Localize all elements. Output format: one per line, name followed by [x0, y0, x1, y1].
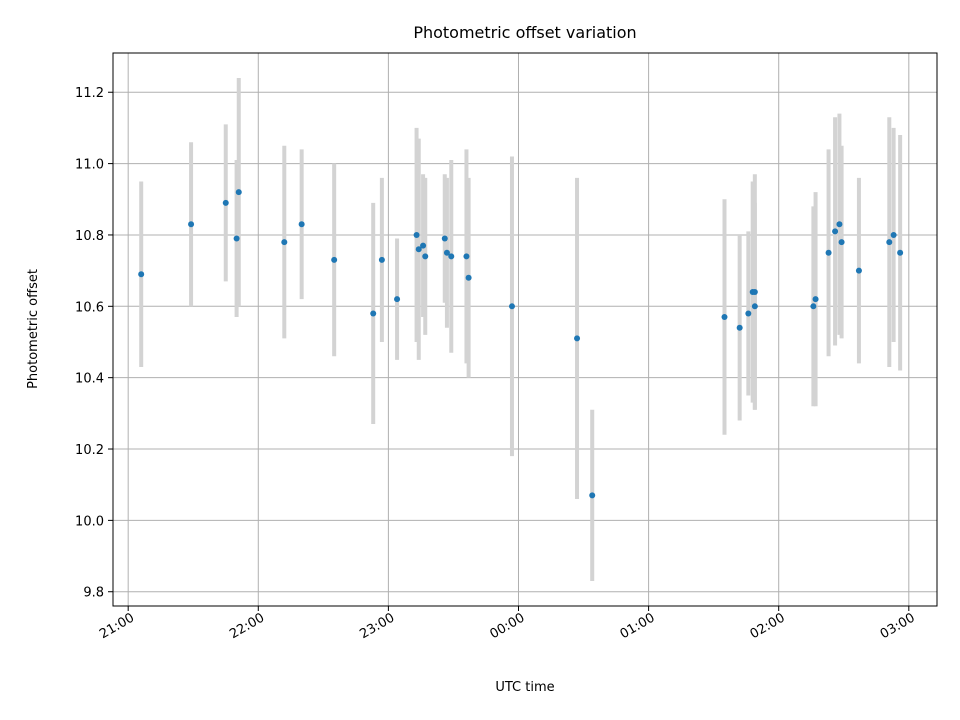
- x-axis: 21:00 22:00 23:00 00:00 01:00 02:00 03:00: [97, 606, 918, 642]
- data-point: [745, 310, 752, 317]
- x-tick-label: 21:00: [97, 610, 137, 642]
- data-point: [413, 231, 420, 238]
- data-points: [138, 189, 904, 499]
- data-point: [222, 199, 229, 206]
- data-point: [836, 221, 843, 228]
- data-point: [378, 256, 385, 263]
- data-point: [441, 235, 448, 242]
- x-axis-label: UTC time: [495, 680, 554, 695]
- data-point: [751, 289, 758, 296]
- x-tick-label: 22:00: [227, 610, 267, 642]
- data-point: [394, 296, 401, 303]
- data-point: [465, 274, 472, 281]
- plot-frame: [112, 52, 938, 607]
- data-point: [463, 253, 470, 260]
- data-point: [443, 249, 450, 256]
- data-point: [415, 246, 422, 253]
- data-point: [331, 256, 338, 263]
- data-point: [855, 267, 862, 274]
- y-tick-label: 10.4: [75, 372, 104, 387]
- data-point: [736, 324, 743, 331]
- error-bars: [139, 77, 903, 582]
- data-point: [589, 492, 596, 499]
- grid: [113, 53, 937, 606]
- data-point: [812, 296, 819, 303]
- y-tick-label: 10.6: [75, 300, 104, 315]
- data-point: [825, 249, 832, 256]
- y-axis-label: Photometric offset: [26, 269, 41, 389]
- x-tick-label: 00:00: [487, 610, 527, 642]
- data-point: [235, 189, 242, 196]
- data-point: [810, 303, 817, 310]
- y-tick-label: 10.0: [75, 514, 104, 529]
- data-point: [508, 303, 515, 310]
- data-point: [448, 253, 455, 260]
- data-point: [281, 239, 288, 246]
- data-point: [890, 231, 897, 238]
- x-tick-label: 01:00: [618, 610, 658, 642]
- data-point: [574, 335, 581, 342]
- data-point: [721, 314, 728, 321]
- data-point: [422, 253, 429, 260]
- y-axis: 9.8 10.0 10.2 10.4 10.6 10.8 11.0 11.2: [75, 86, 113, 601]
- y-tick-label: 10.2: [75, 443, 104, 458]
- y-tick-label: 10.8: [75, 229, 104, 244]
- y-tick-label: 11.2: [75, 86, 104, 101]
- x-tick-label: 02:00: [748, 610, 788, 642]
- y-tick-label: 9.8: [83, 586, 104, 601]
- data-point: [897, 249, 904, 256]
- data-point: [832, 228, 839, 235]
- data-point: [751, 303, 758, 310]
- x-tick-label: 23:00: [357, 610, 397, 642]
- data-point: [298, 221, 305, 228]
- data-point: [138, 271, 145, 278]
- data-point: [838, 239, 845, 246]
- data-point: [886, 239, 893, 246]
- data-point: [188, 221, 195, 228]
- x-tick-label: 03:00: [878, 610, 918, 642]
- y-tick-label: 11.0: [75, 158, 104, 173]
- data-point: [370, 310, 377, 317]
- data-point: [420, 242, 427, 249]
- chart-title: Photometric offset variation: [413, 23, 636, 42]
- data-point: [233, 235, 240, 242]
